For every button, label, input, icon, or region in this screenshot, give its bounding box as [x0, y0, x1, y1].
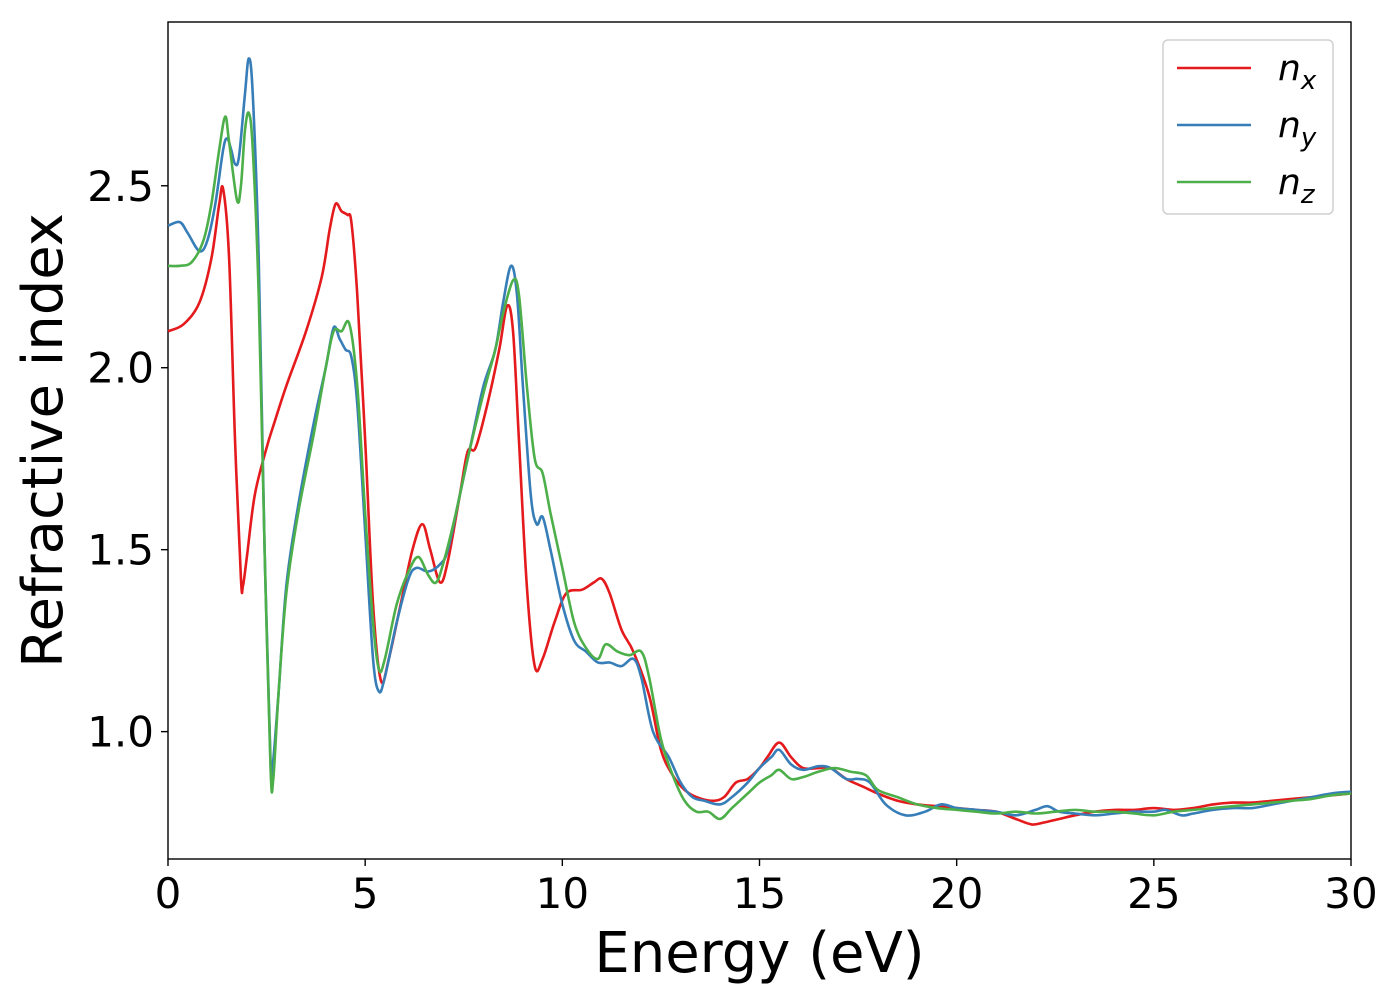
y-tick-label: 1.0 [87, 708, 154, 757]
x-tick-label: 5 [352, 869, 379, 918]
x-tick-label: 30 [1324, 869, 1377, 918]
legend-label-nz: nz [1278, 162, 1316, 210]
y-tick-label: 2.0 [87, 344, 154, 393]
series-line-nz [167, 111, 1352, 821]
plot-area [167, 21, 1352, 860]
series-line-nx [167, 184, 1352, 826]
x-tick-label: 15 [733, 869, 786, 918]
y-tick-label: 2.5 [87, 162, 154, 211]
legend-box [1162, 39, 1334, 215]
x-tick-label: 10 [536, 869, 589, 918]
series-layer [167, 57, 1352, 826]
y-tick-label: 1.5 [87, 526, 154, 575]
x-axis-title: Energy (eV) [594, 921, 924, 986]
y-axis-ticks: 1.0 1.5 2.0 2.5 [87, 162, 168, 757]
x-tick-label: 0 [155, 869, 182, 918]
x-tick-label: 25 [1127, 869, 1180, 918]
x-tick-label: 20 [930, 869, 983, 918]
x-axis-ticks: 0 5 10 15 20 25 30 [155, 859, 1378, 918]
y-axis-title: Refractive index [11, 213, 76, 668]
